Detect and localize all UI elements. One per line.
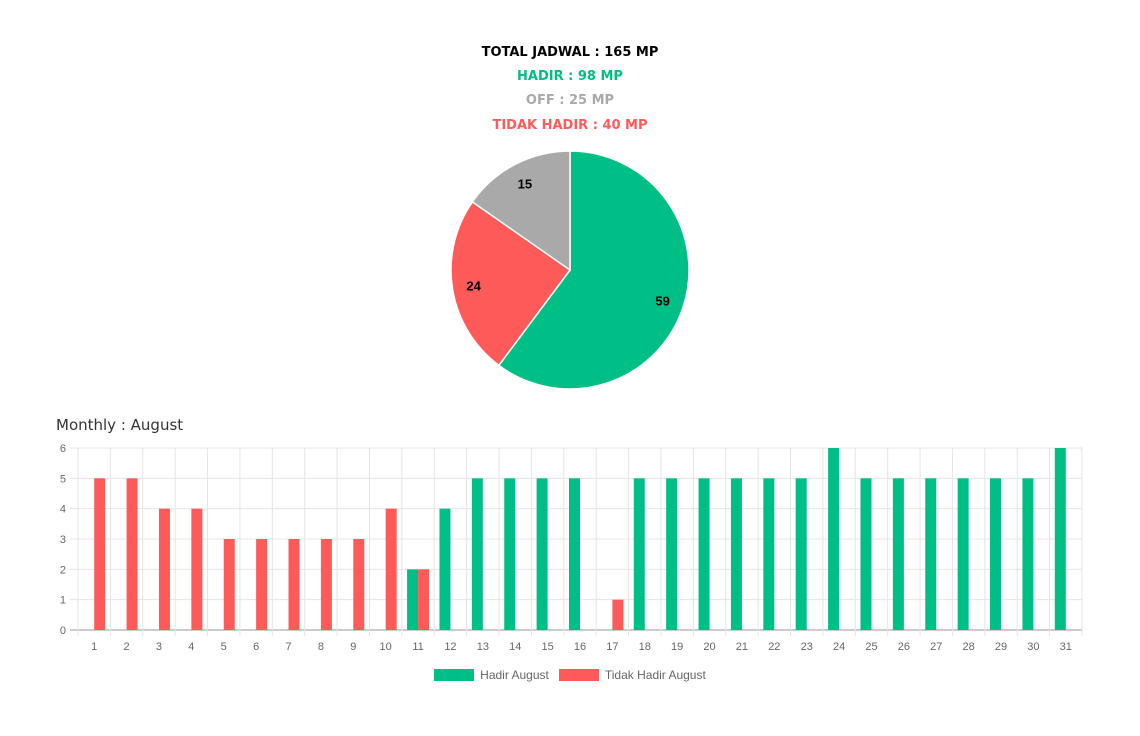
bar-tidak-hadir[interactable] [256, 539, 268, 630]
y-tick-label: 4 [60, 504, 66, 516]
y-tick-label: 3 [60, 534, 66, 546]
x-tick-label: 31 [1060, 641, 1072, 653]
summary-hadir: HADIR : 98 MP [517, 69, 623, 84]
summary-tidak-hadir: TIDAK HADIR : 40 MP [492, 118, 648, 133]
legend-swatch-tidak-hadir [558, 669, 599, 681]
bar-hadir[interactable] [1022, 478, 1034, 630]
x-tick-label: 23 [801, 641, 813, 653]
bar-hadir[interactable] [990, 478, 1002, 630]
x-tick-label: 6 [253, 641, 259, 653]
x-tick-label: 10 [380, 641, 392, 653]
bar-hadir[interactable] [957, 478, 969, 630]
x-tick-label: 22 [768, 641, 780, 653]
x-tick-label: 1 [91, 641, 97, 653]
bar-hadir[interactable] [471, 478, 483, 630]
x-tick-label: 26 [898, 641, 910, 653]
pie-slice[interactable] [471, 150, 571, 272]
x-tick-label: 5 [221, 641, 227, 653]
bar-hadir[interactable] [439, 508, 451, 630]
x-tick-label: 30 [1027, 641, 1039, 653]
x-tick-label: 25 [865, 641, 877, 653]
bar-hadir[interactable] [925, 478, 937, 630]
bar-tidak-hadir[interactable] [385, 508, 397, 630]
legend-item-tidak-hadir[interactable]: Tidak Hadir August [558, 668, 706, 682]
x-tick-label: 17 [606, 641, 618, 653]
bar-tidak-hadir[interactable] [353, 539, 365, 630]
y-tick-label: 2 [60, 564, 66, 576]
x-tick-label: 7 [285, 641, 291, 653]
y-tick-label: 6 [60, 443, 66, 455]
bar-tidak-hadir[interactable] [158, 508, 170, 630]
x-tick-label: 29 [995, 641, 1007, 653]
bar-hadir[interactable] [504, 478, 516, 630]
pie-slice-label: 15 [518, 176, 532, 191]
bar-hadir[interactable] [730, 478, 742, 630]
pie-slice-label: 24 [466, 279, 481, 294]
x-tick-label: 14 [509, 641, 521, 653]
y-tick-label: 5 [60, 473, 66, 485]
y-tick-label: 1 [60, 595, 66, 607]
summary-total: TOTAL JADWAL : 165 MP [481, 45, 659, 60]
x-tick-label: 3 [156, 641, 162, 653]
pie-slice-label: 59 [655, 294, 669, 309]
x-tick-label: 27 [930, 641, 942, 653]
chart-legend: Hadir August Tidak Hadir August [0, 668, 1140, 682]
bar-hadir[interactable] [763, 478, 775, 630]
bar-hadir[interactable] [828, 448, 840, 630]
pie-slice[interactable] [450, 200, 572, 367]
bar-tidak-hadir[interactable] [126, 478, 138, 630]
x-tick-label: 20 [703, 641, 715, 653]
x-tick-label: 15 [541, 641, 553, 653]
pie-slice[interactable] [497, 150, 690, 390]
bar-tidak-hadir[interactable] [418, 569, 430, 630]
x-tick-label: 12 [444, 641, 456, 653]
bar-hadir[interactable] [795, 478, 807, 630]
legend-label-hadir: Hadir August [480, 668, 549, 682]
bar-tidak-hadir[interactable] [191, 508, 203, 630]
x-tick-label: 19 [671, 641, 683, 653]
bar-hadir[interactable] [633, 478, 645, 630]
bar-hadir[interactable] [569, 478, 580, 630]
bar-tidak-hadir[interactable] [223, 539, 235, 630]
monthly-title: Monthly : August [56, 416, 184, 434]
bar-hadir[interactable] [698, 478, 710, 630]
x-tick-label: 21 [736, 641, 748, 653]
x-tick-label: 16 [574, 641, 586, 653]
legend-swatch-hadir [434, 669, 475, 681]
legend-label-tidak-hadir: Tidak Hadir August [604, 668, 706, 682]
x-tick-label: 11 [412, 641, 423, 653]
x-tick-label: 13 [477, 641, 489, 653]
y-tick-label: 0 [60, 625, 66, 637]
x-tick-label: 28 [963, 641, 975, 653]
bar-tidak-hadir[interactable] [612, 599, 624, 630]
x-tick-label: 18 [639, 641, 651, 653]
x-tick-label: 2 [124, 641, 130, 653]
bar-tidak-hadir[interactable] [288, 539, 300, 630]
x-tick-label: 8 [318, 641, 324, 653]
attendance-pie-chart: 59 24 15 [450, 150, 690, 390]
bar-hadir[interactable] [407, 569, 419, 630]
x-tick-label: 4 [188, 641, 194, 653]
bar-hadir[interactable] [892, 478, 904, 630]
x-tick-label: 24 [833, 641, 845, 653]
bar-tidak-hadir[interactable] [320, 539, 332, 630]
bar-hadir[interactable] [536, 478, 548, 630]
bar-hadir[interactable] [666, 478, 678, 630]
x-tick-label: 9 [350, 641, 356, 653]
legend-item-hadir[interactable]: Hadir August [434, 668, 549, 682]
bar-hadir[interactable] [1054, 448, 1066, 630]
bar-hadir[interactable] [860, 478, 872, 630]
bar-tidak-hadir[interactable] [94, 478, 106, 630]
summary-off: OFF : 25 MP [525, 93, 615, 108]
